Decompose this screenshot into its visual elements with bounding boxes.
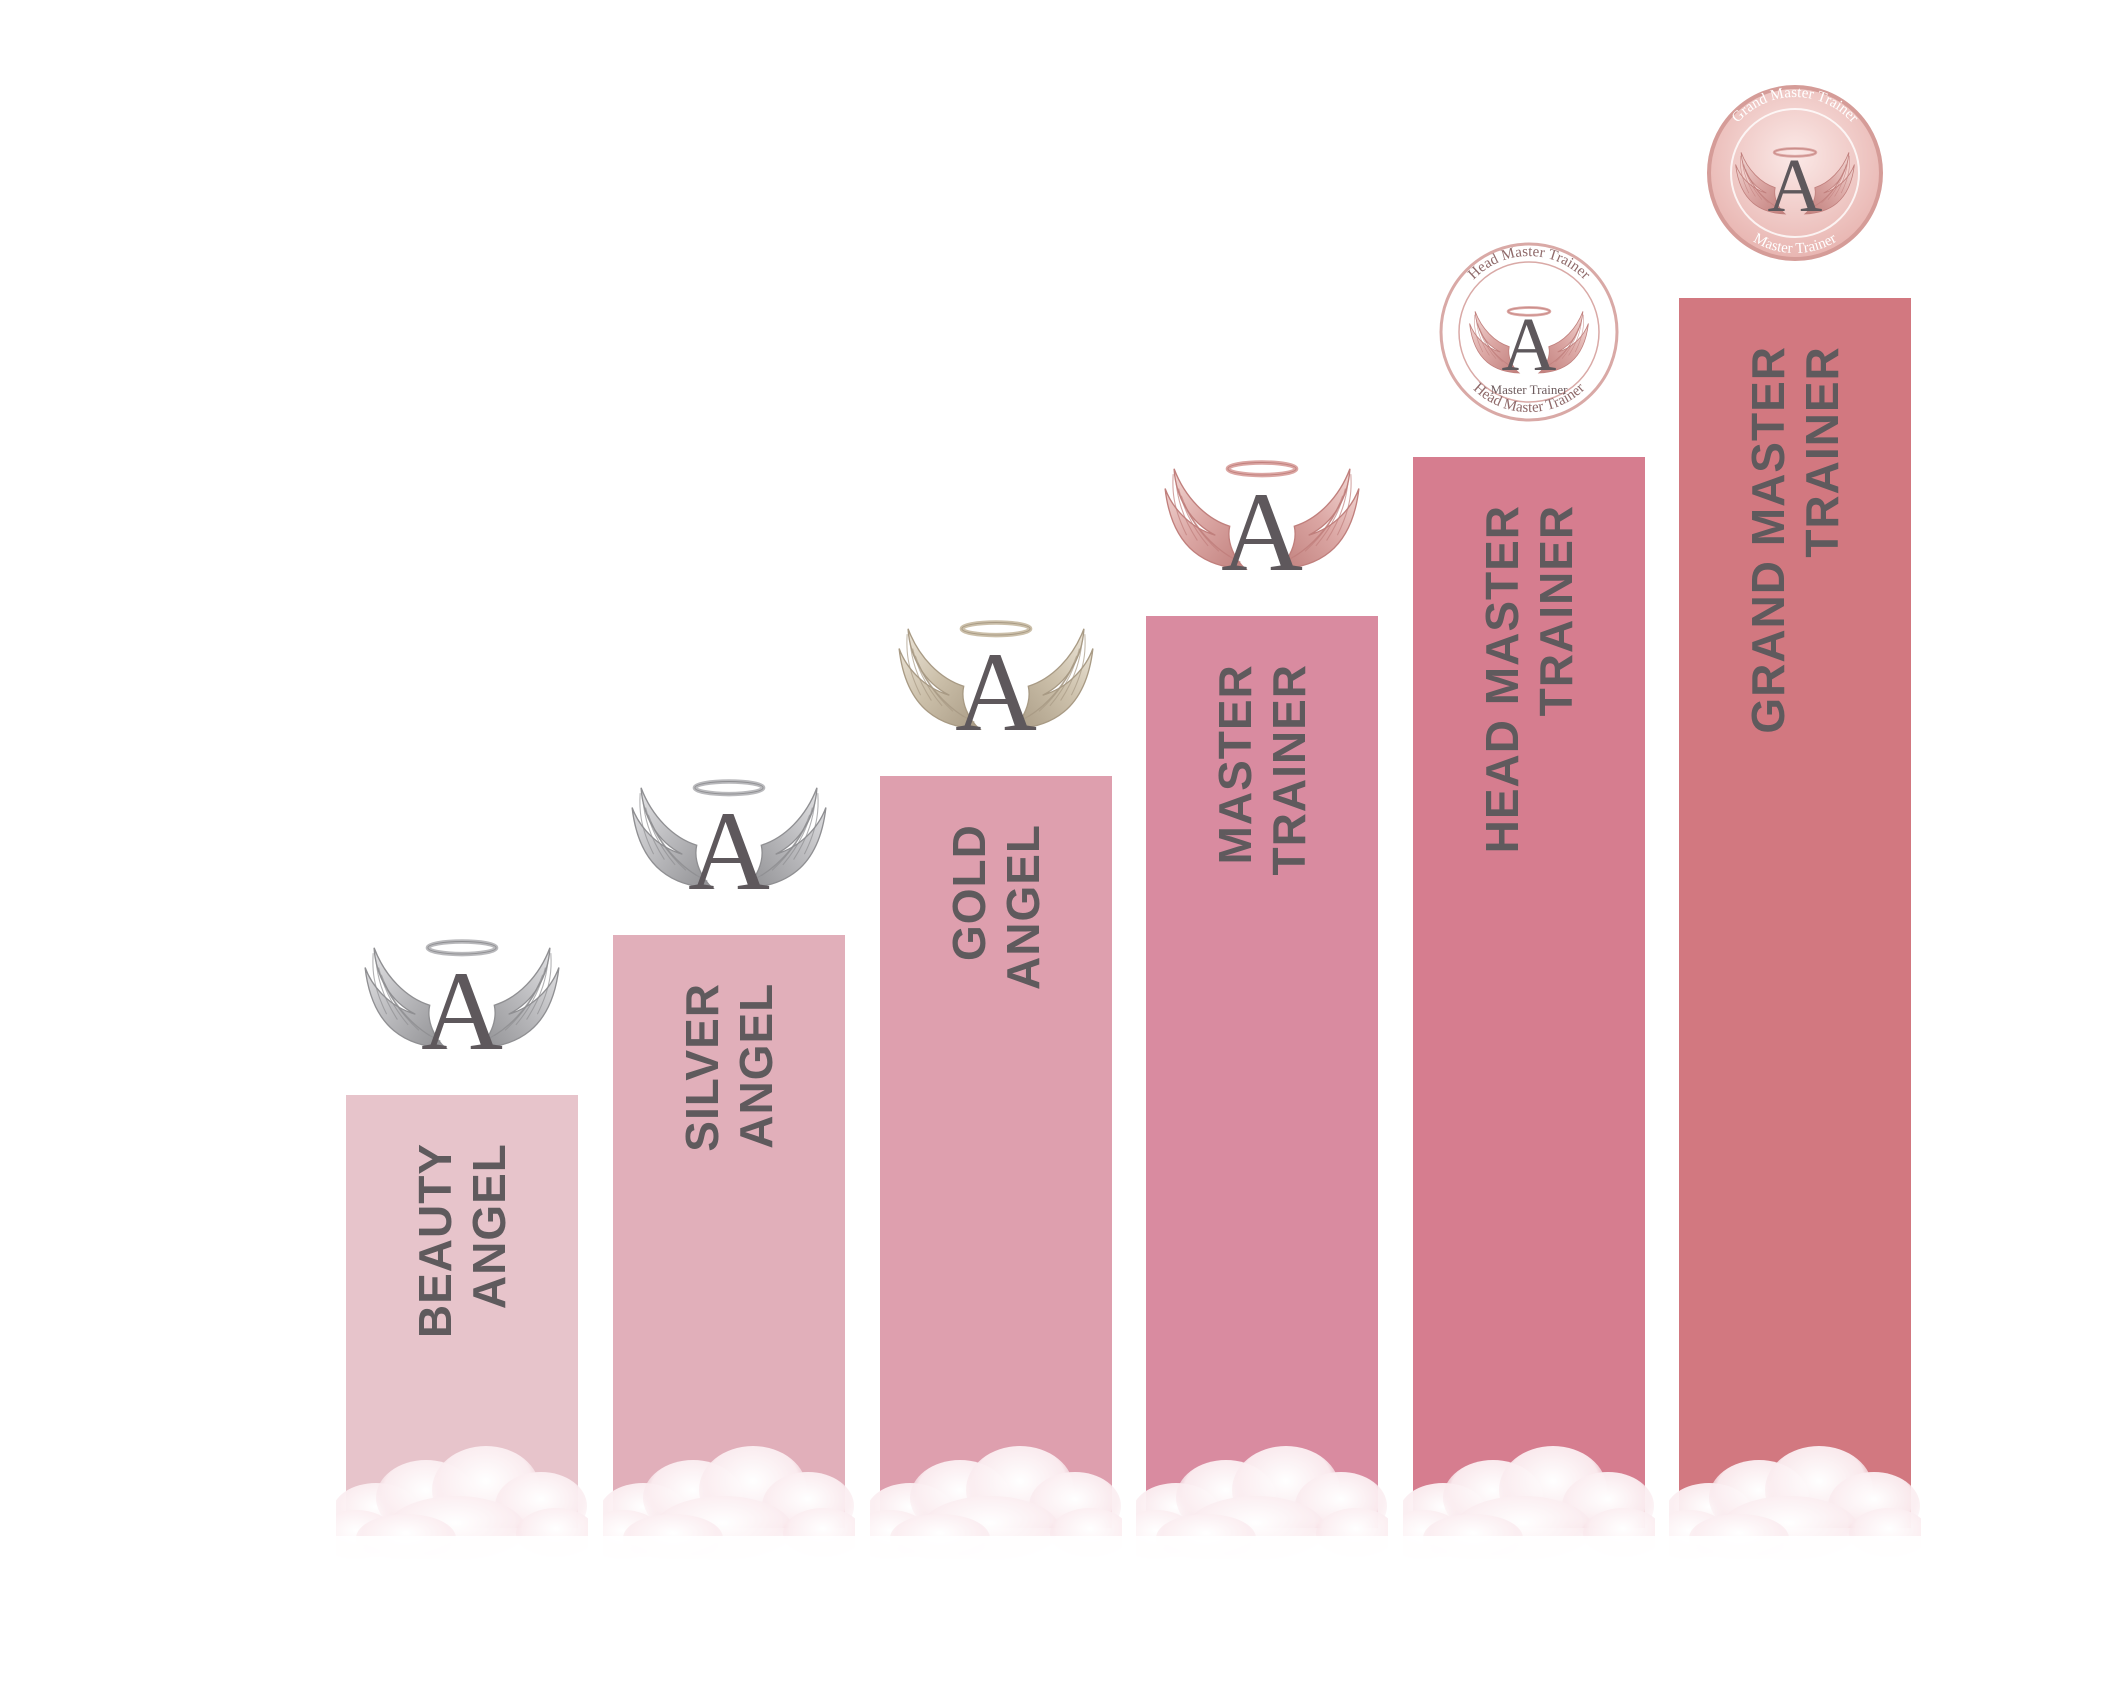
step-bar: [613, 935, 845, 1528]
step-grand-master-trainer: GRAND MASTER TRAINER Grand Master Trainer M…: [1669, 85, 1921, 1568]
step-label-line: ANGEL: [463, 1143, 515, 1309]
step-label-line: HEAD MASTER: [1476, 505, 1528, 854]
wings-icon: [364, 939, 560, 1050]
letter-a-icon: A: [1221, 469, 1303, 595]
step-label: BEAUTY ANGEL: [408, 1143, 516, 1338]
step-label-line: MASTER: [1209, 664, 1261, 865]
step-bar: [1146, 616, 1378, 1528]
step-label-line: TRAINER: [1796, 346, 1848, 558]
step-bar: [1679, 298, 1911, 1528]
step-label-line: BEAUTY: [409, 1143, 461, 1339]
step-beauty-angel: BEAUTY ANGEL A: [336, 939, 588, 1568]
step-label: SILVER ANGEL: [675, 983, 783, 1152]
angel-wings-logo-icon: A: [346, 900, 578, 1074]
step-gold-angel: GOLD ANGEL A: [870, 620, 1122, 1568]
step-label-line: ANGEL: [997, 824, 1049, 990]
wings-icon: [631, 779, 827, 890]
letter-a-icon: A: [421, 948, 503, 1074]
letter-a-icon: A: [1768, 144, 1823, 228]
step-label: GOLD ANGEL: [942, 824, 1050, 990]
step-label-line: SILVER: [676, 983, 728, 1152]
wings-icon: [898, 620, 1094, 731]
step-master-trainer: MASTER TRAINER A: [1136, 460, 1388, 1568]
step-label: GRAND MASTER TRAINER: [1741, 346, 1849, 734]
step-label-line: TRAINER: [1530, 505, 1582, 717]
step-bar: [1413, 457, 1645, 1528]
head-master-seal-icon: Head Master Trainer Head Master Trainer A M…: [1413, 237, 1645, 427]
angel-wings-logo-icon: A: [880, 581, 1112, 755]
step-label: MASTER TRAINER: [1208, 664, 1316, 875]
step-label-line: GRAND MASTER: [1742, 346, 1794, 734]
step-label-line: GOLD: [943, 824, 995, 961]
wings-icon: [1735, 147, 1855, 215]
step-label-line: TRAINER: [1263, 664, 1315, 876]
seal-inner-text: Master Trainer: [1491, 382, 1569, 397]
step-bar: [880, 776, 1112, 1528]
step-label-line: ANGEL: [730, 983, 782, 1149]
wings-icon: [1164, 460, 1360, 571]
grand-master-seal-icon: Grand Master Trainer Master Trainer A: [1679, 78, 1911, 268]
letter-a-icon: A: [1502, 303, 1557, 387]
angel-wings-logo-icon: A: [1146, 421, 1378, 595]
wings-icon: [1469, 306, 1589, 374]
step-label: HEAD MASTER TRAINER: [1475, 505, 1583, 853]
angel-wings-logo-icon: A: [613, 740, 845, 914]
step-head-master-trainer: HEAD MASTER TRAINER Head Master Trainer Hea…: [1403, 242, 1655, 1568]
letter-a-icon: A: [688, 788, 770, 914]
letter-a-icon: A: [955, 629, 1037, 755]
step-silver-angel: SILVER ANGEL A: [603, 779, 855, 1568]
